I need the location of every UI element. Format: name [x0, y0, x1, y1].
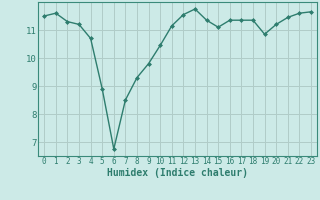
X-axis label: Humidex (Indice chaleur): Humidex (Indice chaleur): [107, 168, 248, 178]
